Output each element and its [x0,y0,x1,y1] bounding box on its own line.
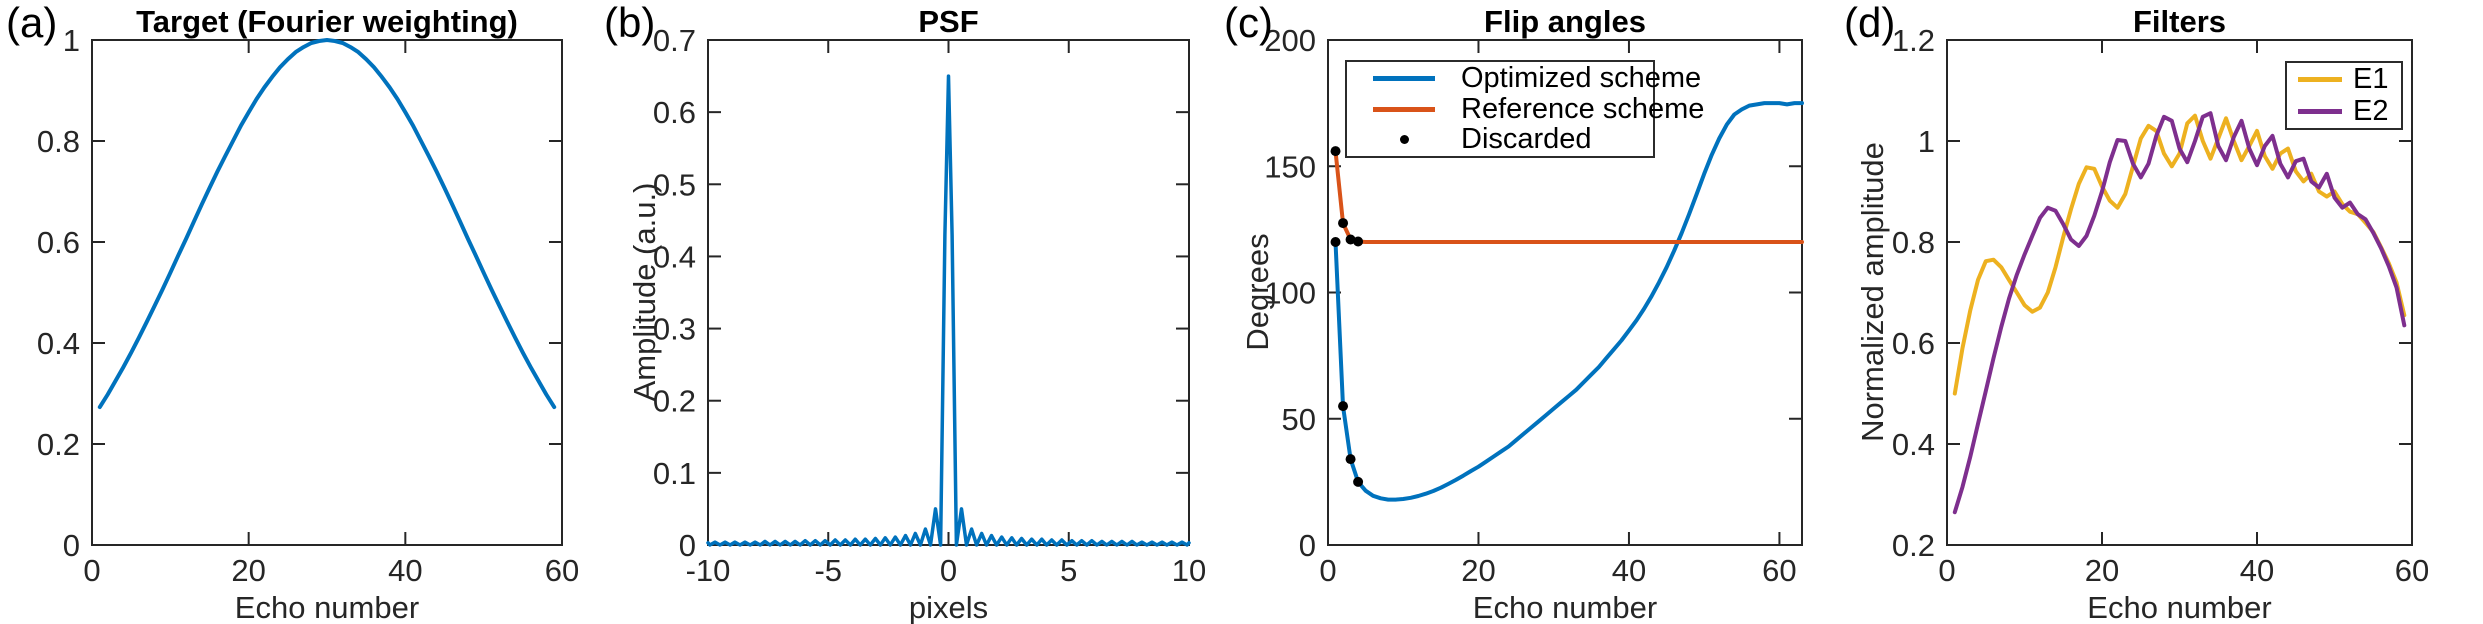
y-tick-label: 0.6 [37,225,80,260]
legend-dot-marker-icon [1347,135,1461,145]
series-line-e1 [1952,113,2407,396]
series-point-discarded [1345,234,1356,245]
x-tick-label: 5 [1060,553,1077,588]
series-line-e2 [1952,111,2407,515]
y-tick-label: 50 [1282,402,1316,437]
series-point-discarded [1338,218,1349,229]
y-tick-label: 0.1 [653,456,696,491]
panel-b-ylabel: Amplitude (a.u.) [627,182,662,402]
legend-line-swatch-icon [1347,106,1461,112]
y-tick-label: 150 [1264,149,1316,184]
series-point-discarded [1338,401,1349,412]
y-tick-label: 0.6 [653,95,696,130]
legend-line-swatch-icon [2287,108,2353,114]
legend-entry-label: Discarded [1461,123,1592,156]
series-line-optimized-scheme [1333,101,1804,502]
y-tick-label: 0.4 [37,326,80,361]
x-tick-label: 40 [2240,553,2274,588]
legend-entry: Optimized scheme [1347,63,1701,93]
y-tick-label: 0.4 [653,239,696,274]
panel-b-xlabel: pixels [908,590,989,624]
x-tick-label: 60 [1762,553,1796,588]
panel-a-xlabel: Echo number [234,590,420,624]
y-tick-label: 1 [1918,124,1935,159]
legend-line-swatch-icon [2287,77,2353,83]
y-tick-label: 0.8 [1892,225,1935,260]
panel-b-label: (b) [604,0,656,46]
panel-c-label: (c) [1224,0,1273,46]
series-point-discarded [1353,236,1364,247]
series-line-target [97,38,557,410]
x-tick-label: 20 [231,553,265,588]
series-line-psf [706,74,1191,547]
y-tick-label: 0.8 [37,124,80,159]
x-tick-label: 20 [2085,553,2119,588]
legend-entry-label: Optimized scheme [1461,61,1702,94]
panel-d-label: (d) [1844,0,1896,46]
y-tick-label: 200 [1264,23,1316,58]
y-tick-label: 0 [63,528,80,563]
panel-c-xlabel: Echo number [1472,590,1658,624]
legend-entry: Reference scheme [1347,94,1704,124]
panel-a-label: (a) [6,0,58,46]
legend-flip-angles: Optimized scheme Reference scheme Discarde… [1345,60,1704,158]
y-tick-label: 0.2 [1892,528,1935,563]
legend-entry: E2 [2287,94,2401,127]
legend-entry: E1 [2287,65,2401,94]
series-line-reference-scheme [1333,149,1804,244]
x-tick-label: -5 [814,553,842,588]
x-tick-label: 0 [940,553,957,588]
x-tick-label: 40 [1612,553,1646,588]
x-tick-label: 0 [1319,553,1336,588]
y-tick-label: 0.3 [653,312,696,347]
panel-d-ylabel: Normalized amplitude [1855,142,1890,442]
panel-d-axes-box [1946,39,2413,546]
x-tick-label: 60 [545,553,579,588]
y-tick-label: 1 [63,23,80,58]
panel-d-title: Filters [2132,4,2227,39]
x-tick-label: 0 [83,553,100,588]
panel-b-title: PSF [918,4,979,39]
legend-entry-label: E2 [2353,94,2389,127]
y-tick-label: 0 [679,528,696,563]
y-tick-label: 0.7 [653,23,696,58]
y-tick-label: 100 [1264,276,1316,311]
x-tick-label: 20 [1461,553,1495,588]
legend-line-swatch-icon [1347,75,1461,81]
legend-entry-label: E1 [2353,63,2389,96]
legend-filters: E1 E2 [2285,61,2403,130]
y-tick-label: 0.6 [1892,326,1935,361]
panel-d-xlabel: Echo number [2087,590,2272,624]
x-tick-label: 0 [1938,553,1955,588]
x-tick-label: 40 [388,553,422,588]
panel-c-ylabel: Degrees [1240,233,1275,351]
x-tick-label: 10 [1172,553,1206,588]
y-tick-label: 0.2 [653,384,696,419]
series-point-discarded [1353,476,1364,487]
legend-entry: Discarded [1347,125,1653,154]
y-tick-label: 0.2 [37,427,80,462]
series-point-discarded [1330,146,1341,157]
panel-c-title: Flip angles [1484,4,1646,39]
x-tick-label: 60 [2395,553,2429,588]
y-tick-label: 0 [1299,528,1316,563]
y-tick-label: 0.4 [1892,427,1935,462]
panel-a-title: Target (Fourier weighting) [136,4,518,39]
y-tick-label: 1.2 [1892,23,1935,58]
x-tick-label: -10 [686,553,731,588]
y-tick-label: 0.5 [653,167,696,202]
legend-entry-label: Reference scheme [1461,92,1705,125]
series-point-discarded [1330,237,1341,247]
series-point-discarded [1345,454,1356,465]
